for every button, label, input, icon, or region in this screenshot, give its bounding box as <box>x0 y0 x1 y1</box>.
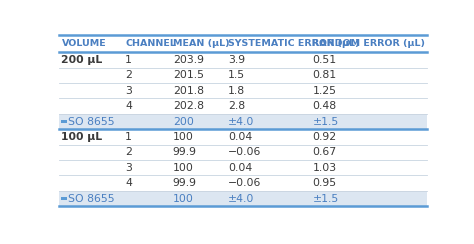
Text: 2: 2 <box>125 147 132 157</box>
Text: SO 8655: SO 8655 <box>68 193 115 203</box>
Text: CHANNEL: CHANNEL <box>125 39 176 48</box>
Text: 3.9: 3.9 <box>228 55 245 65</box>
Text: SO 8655: SO 8655 <box>68 117 115 127</box>
Text: 100: 100 <box>173 163 194 173</box>
Text: 200 µL: 200 µL <box>62 55 103 65</box>
Text: 100 µL: 100 µL <box>62 132 102 142</box>
Text: 1: 1 <box>125 132 132 142</box>
Text: ±1.5: ±1.5 <box>312 193 338 203</box>
Text: ±4.0: ±4.0 <box>228 193 254 203</box>
Text: 0.95: 0.95 <box>312 178 337 188</box>
Text: 1.03: 1.03 <box>312 163 337 173</box>
Text: 201.5: 201.5 <box>173 70 204 80</box>
Text: 2: 2 <box>125 70 132 80</box>
Text: 0.04: 0.04 <box>228 132 252 142</box>
Text: 0.48: 0.48 <box>312 101 337 111</box>
Text: 0.04: 0.04 <box>228 163 252 173</box>
Text: 100: 100 <box>173 132 194 142</box>
Text: −0.06: −0.06 <box>228 178 261 188</box>
Bar <box>61 197 67 200</box>
Text: 99.9: 99.9 <box>173 178 197 188</box>
Text: RANDOM ERROR (µL): RANDOM ERROR (µL) <box>312 39 425 48</box>
Text: 1.8: 1.8 <box>228 86 245 96</box>
Text: 203.9: 203.9 <box>173 55 204 65</box>
Text: 3: 3 <box>125 163 132 173</box>
Text: 1.5: 1.5 <box>228 70 245 80</box>
Text: 0.51: 0.51 <box>312 55 337 65</box>
Text: 202.8: 202.8 <box>173 101 204 111</box>
Text: 99.9: 99.9 <box>173 147 197 157</box>
Text: 0.67: 0.67 <box>312 147 337 157</box>
Text: 2.8: 2.8 <box>228 101 245 111</box>
Text: 3: 3 <box>125 86 132 96</box>
Text: SYSTEMATIC ERROR (µL): SYSTEMATIC ERROR (µL) <box>228 39 359 48</box>
Text: 4: 4 <box>125 101 132 111</box>
Text: VOLUME: VOLUME <box>62 39 106 48</box>
Bar <box>59 114 427 129</box>
Text: 4: 4 <box>125 178 132 188</box>
Text: 200: 200 <box>173 117 194 127</box>
Text: ±4.0: ±4.0 <box>228 117 254 127</box>
Text: MEAN (µL): MEAN (µL) <box>173 39 229 48</box>
Bar <box>61 120 67 123</box>
Text: 0.92: 0.92 <box>312 132 337 142</box>
Text: 201.8: 201.8 <box>173 86 204 96</box>
Text: −0.06: −0.06 <box>228 147 261 157</box>
Text: 1: 1 <box>125 55 132 65</box>
Text: 0.81: 0.81 <box>312 70 337 80</box>
Text: ±1.5: ±1.5 <box>312 117 338 127</box>
Text: 1.25: 1.25 <box>312 86 337 96</box>
Text: 100: 100 <box>173 193 194 203</box>
Bar <box>59 191 427 206</box>
